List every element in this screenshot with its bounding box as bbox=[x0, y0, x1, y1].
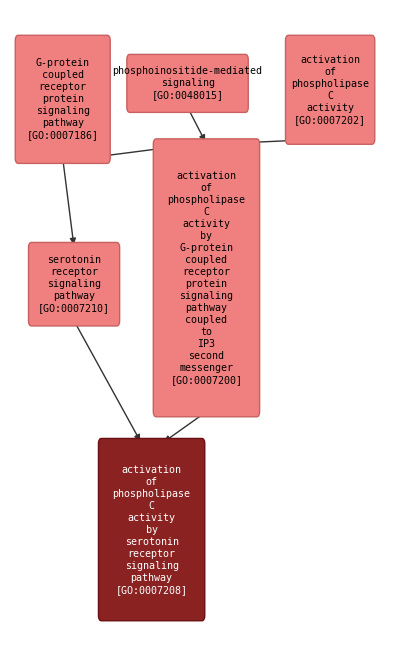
Text: serotonin
receptor
signaling
pathway
[GO:0007210]: serotonin receptor signaling pathway [GO… bbox=[38, 255, 110, 313]
FancyBboxPatch shape bbox=[98, 438, 205, 621]
Text: activation
of
phospholipase
C
activity
[GO:0007202]: activation of phospholipase C activity [… bbox=[291, 54, 369, 125]
Text: activation
of
phospholipase
C
activity
by
G-protein
coupled
receptor
protein
sig: activation of phospholipase C activity b… bbox=[167, 171, 245, 385]
FancyBboxPatch shape bbox=[15, 35, 110, 163]
FancyBboxPatch shape bbox=[153, 139, 260, 417]
FancyBboxPatch shape bbox=[28, 242, 120, 326]
FancyBboxPatch shape bbox=[286, 35, 375, 144]
Text: activation
of
phospholipase
C
activity
by
serotonin
receptor
signaling
pathway
[: activation of phospholipase C activity b… bbox=[113, 465, 191, 594]
FancyBboxPatch shape bbox=[127, 54, 248, 112]
Text: G-protein
coupled
receptor
protein
signaling
pathway
[GO:0007186]: G-protein coupled receptor protein signa… bbox=[27, 58, 99, 140]
Text: phosphoinositide-mediated
signaling
[GO:0048015]: phosphoinositide-mediated signaling [GO:… bbox=[113, 66, 262, 100]
